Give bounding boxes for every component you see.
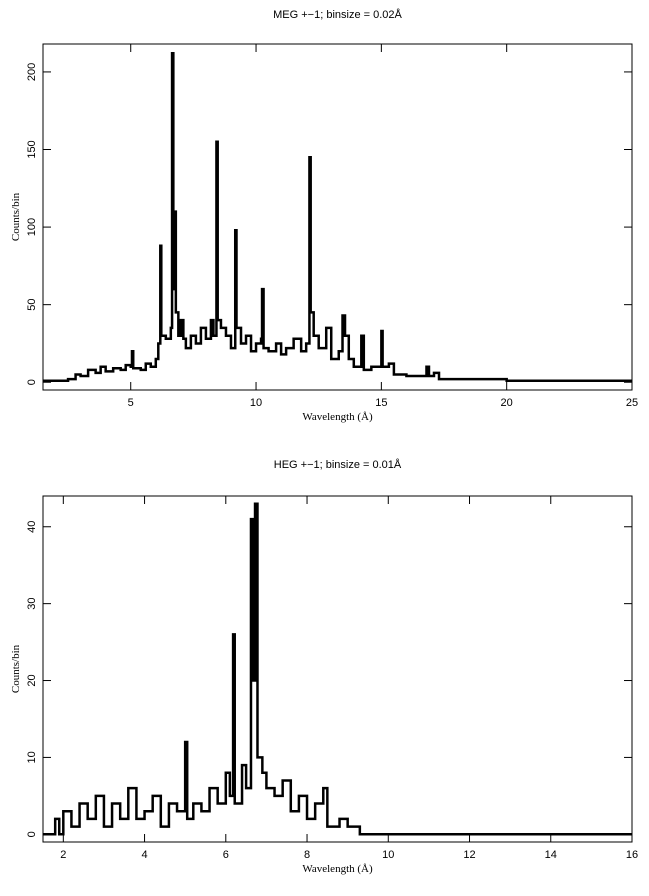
x-tick-label: 12 [463,849,475,861]
x-tick-label: 6 [223,849,229,861]
plot-frame [42,43,633,391]
chart-title: HEG +−1; binsize = 0.01Å [274,458,402,471]
x-axis-label: Wavelength (Å) [302,411,373,423]
y-tick-label: 30 [26,598,38,610]
y-tick-label: 0 [26,831,38,837]
x-tick-label: 5 [128,397,134,409]
chart-title: MEG +−1; binsize = 0.02Å [273,8,402,21]
y-tick-label: 0 [26,379,38,385]
y-tick-label: 100 [26,218,38,236]
plot-frame [42,495,633,843]
x-tick-label: 20 [501,397,513,409]
x-tick-label: 4 [141,849,147,861]
x-tick-label: 14 [545,849,557,861]
y-tick-label: 40 [26,521,38,533]
x-axis-label: Wavelength (Å) [302,863,373,875]
x-tick-label: 16 [626,849,638,861]
x-tick-label: 25 [626,397,638,409]
y-axis-label: Counts/bin [10,644,22,693]
y-tick-label: 10 [26,751,38,763]
y-axis-label: Counts/bin [10,192,22,241]
y-tick-label: 200 [26,63,38,81]
x-tick-label: 8 [304,849,310,861]
y-tick-label: 20 [26,674,38,686]
x-tick-label: 10 [382,849,394,861]
x-tick-label: 15 [375,397,387,409]
y-tick-label: 150 [26,140,38,158]
y-tick-label: 50 [26,299,38,311]
spectrum-line [43,52,632,382]
x-tick-label: 2 [60,849,66,861]
x-tick-label: 10 [250,397,262,409]
spectrum-line [43,502,632,836]
